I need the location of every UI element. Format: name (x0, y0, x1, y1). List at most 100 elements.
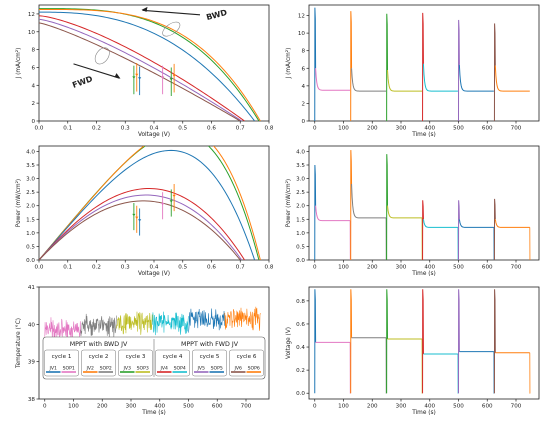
y-tick-label: 2.0 (26, 204, 35, 210)
x-tick-label: 100 (338, 126, 349, 132)
mpp-arrowhead (132, 76, 136, 79)
jv-series-line (39, 11, 256, 121)
x-tick-label: 0.0 (35, 126, 44, 132)
y-tick-label: 39 (28, 360, 36, 366)
legend-item-label: JV2 (86, 366, 94, 372)
y-tick-label: 1.0 (26, 231, 35, 237)
mpp-arrowhead (135, 216, 139, 219)
x-tick-label: 0.8 (265, 126, 274, 132)
x-tick-label: 400 (424, 126, 435, 132)
x-axis-label: Time (s) (141, 410, 166, 416)
x-tick-label: 700 (511, 126, 522, 132)
legend-item-label: SOP5 (211, 366, 223, 372)
x-tick-label: 200 (367, 126, 378, 132)
x-tick-label: 500 (453, 265, 464, 271)
x-tick-label: 0 (313, 404, 317, 410)
y-tick-label: 0.0 (296, 391, 305, 397)
x-tick-label: 500 (183, 404, 194, 410)
x-tick-label: 400 (424, 404, 435, 410)
x-tick-label: 700 (241, 404, 252, 410)
x-tick-label: 0 (43, 404, 47, 410)
y-axis-label: Voltage (V) (286, 327, 292, 359)
jv-series-line (39, 8, 261, 121)
bwd-arrow-shaft (142, 9, 201, 16)
steady-trace (494, 65, 530, 92)
legend-item-label: JV5 (197, 366, 205, 372)
x-tick-label: 200 (367, 265, 378, 271)
y-tick-label: 4.0 (26, 149, 35, 155)
transient-spike (458, 19, 460, 121)
legend-item-label: JV1 (49, 366, 57, 372)
panel-jv: 0.0 0.1 0.2 0.3 0.4 0.5 0.6 0.7 0.8 0 2 4 6 8 10 12 Volt… (15, 4, 274, 138)
y-axis-label: J (mA/cm²) (15, 48, 22, 80)
mpp-arrowhead (172, 194, 176, 198)
transient-spike (386, 13, 388, 121)
x-tick-label: 0.8 (265, 265, 274, 271)
y-tick-label: 0.4 (296, 345, 305, 351)
transient-spike (458, 200, 460, 260)
y-tick-label: 6 (31, 65, 35, 71)
y-tick-label: 2 (301, 101, 305, 107)
legend-item-label: SOP1 (63, 366, 75, 372)
x-tick-label: 0.6 (207, 265, 216, 271)
legend-cycle-box (118, 349, 153, 377)
y-axis-label: Power (mW/cm²) (285, 179, 292, 227)
plot-frame (38, 286, 270, 400)
x-tick-label: 600 (212, 404, 223, 410)
x-tick-label: 300 (126, 404, 137, 410)
panel-vt: 0 100 200 300 400 500 600 700 0.0 0.2 0.4 0.6 0.8 Tim… (286, 286, 540, 416)
temperature-legend: MPPT with BWD JV MPPT with FWD JV cycle 1 J… (42, 336, 266, 380)
transient-spike (493, 198, 496, 260)
jv-series-line (39, 15, 245, 121)
transient-spike (386, 154, 388, 260)
legend-item-label: JV6 (234, 366, 242, 372)
steady-trace (386, 205, 422, 219)
y-tick-label: 2.0 (296, 204, 305, 210)
bwd-annotation: BWD (205, 8, 228, 22)
steady-trace (458, 64, 494, 92)
steady-trace (315, 205, 351, 222)
legend-cycle-label: cycle 2 (89, 354, 109, 360)
x-tick-label: 700 (511, 265, 522, 271)
temperature-trace (80, 313, 117, 339)
y-tick-label: 1.5 (26, 217, 35, 223)
legend-cycle-box (229, 349, 264, 377)
y-tick-label: 2.5 (296, 190, 305, 196)
jv-series-line (39, 18, 242, 121)
x-tick-label: 0 (313, 126, 317, 132)
y-tick-label: 3.5 (26, 163, 35, 169)
pv-series-line (39, 194, 243, 260)
plot-frame (308, 145, 540, 261)
temperature-trace (224, 306, 261, 331)
steady-trace (422, 219, 458, 228)
steady-trace (494, 219, 530, 228)
x-tick-label: 400 (154, 404, 165, 410)
y-tick-label: 10 (298, 31, 306, 37)
jv-series-line (39, 8, 260, 121)
plot-area (314, 289, 531, 394)
panel-jt: 0 100 200 300 400 500 600 700 0 2 4 6 8 10 12 Time (s) J… (285, 4, 540, 138)
x-tick-label: 500 (453, 404, 464, 410)
transient-spike (493, 23, 496, 121)
x-axis-label: Time (s) (411, 132, 436, 138)
steady-trace (422, 63, 458, 92)
x-tick-label: 0.2 (92, 265, 101, 271)
steady-trace (386, 69, 422, 92)
x-tick-label: 500 (453, 126, 464, 132)
x-tick-label: 600 (482, 265, 493, 271)
x-tick-label: 0.6 (207, 126, 216, 132)
x-tick-label: 0.5 (178, 265, 187, 271)
x-tick-label: 0.1 (63, 126, 72, 132)
mpp-arrowhead (135, 73, 139, 77)
fwd-annotation: FWD (71, 74, 94, 90)
legend-item-label: SOP3 (137, 366, 149, 372)
x-tick-label: 700 (511, 404, 522, 410)
legend-cycle-label: cycle 6 (237, 354, 257, 360)
pv-series-line (39, 188, 245, 260)
mpp-arrowhead (161, 76, 165, 79)
transient-spike (350, 289, 353, 394)
transient-spike (458, 289, 460, 394)
mpp-arrowhead (138, 77, 142, 80)
pv-series-line (39, 200, 241, 260)
x-tick-label: 100 (338, 404, 349, 410)
